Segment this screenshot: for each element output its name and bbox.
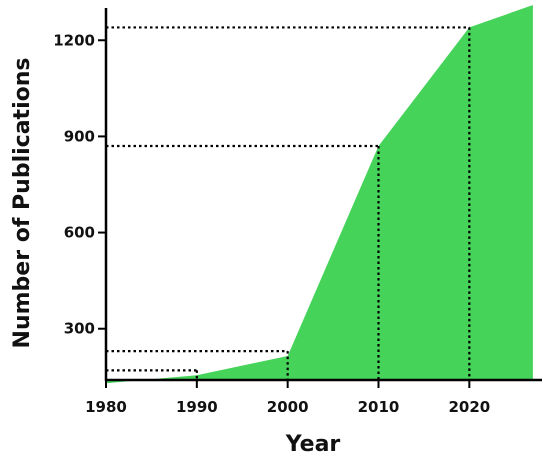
reference-lines xyxy=(106,26,471,380)
x-tick-label-1: 1990 xyxy=(176,398,218,416)
y-tick-label-1: 600 xyxy=(64,224,95,242)
x-ticks: 1980 1990 2000 2010 2020 xyxy=(85,380,490,416)
y-axis-title: Number of Publications xyxy=(10,58,35,349)
x-tick-label-2: 2000 xyxy=(267,398,309,416)
y-ticks: 300 600 900 1200 xyxy=(53,31,106,338)
plot-area xyxy=(106,5,533,384)
y-tick-label-2: 900 xyxy=(64,127,95,145)
x-tick-label-3: 2010 xyxy=(358,398,400,416)
y-tick-label-0: 300 xyxy=(64,320,95,338)
series-area xyxy=(106,5,533,384)
x-tick-label-0: 1980 xyxy=(85,398,127,416)
x-axis-title: Year xyxy=(285,432,341,457)
y-tick-label-3: 1200 xyxy=(53,31,95,49)
x-tick-label-4: 2020 xyxy=(448,398,490,416)
